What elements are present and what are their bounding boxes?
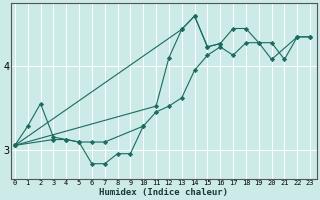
X-axis label: Humidex (Indice chaleur): Humidex (Indice chaleur): [99, 188, 228, 197]
